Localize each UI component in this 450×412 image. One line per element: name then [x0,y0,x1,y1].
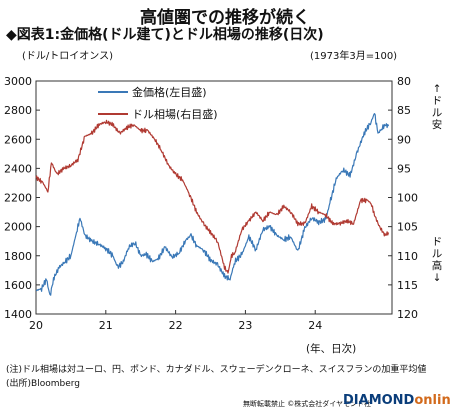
left-axis-tick-label: 1800 [4,250,32,263]
left-axis-tick-label: 1400 [4,308,32,321]
right-axis-tick-label: 80 [397,75,411,88]
dollar-weak-direction-label: ↑ドル安 [431,83,443,131]
right-axis-tick-label: 90 [397,133,411,146]
x-axis-tick-label: 20 [29,319,43,332]
x-axis-unit: (年、日次) [306,343,357,355]
legend-label: ドル相場(右目盛) [132,107,218,121]
right-axis-tick-label: 100 [397,192,418,205]
copyright-text: 無断転載禁止 ©株式会社ダイヤモンド社 [243,400,372,408]
left-axis-tick-label: 2200 [4,192,32,205]
left-axis-tick-label: 2800 [4,104,32,117]
right-axis-tick-label: 85 [397,104,411,117]
x-axis-tick-label: 21 [99,319,113,332]
left-axis-unit: (ドル/トロイオンス) [22,51,113,62]
right-axis-unit: (1973年3月=100) [310,51,398,62]
chart-title: 高値圏での推移が続く [140,8,310,28]
brand-logo-part-2: online [414,393,450,408]
right-axis-tick-label: 120 [397,308,418,321]
brand-logo-part-1: DIAMOND [343,393,415,408]
right-axis-tick-label: 110 [397,250,418,263]
chart-subtitle: ◆図表1:金価格(ドル建て)とドル相場の推移(日次) [6,27,324,43]
dollar-index-line [35,119,390,274]
right-axis-tick-label: 95 [397,162,411,175]
left-axis-tick-label: 2600 [4,133,32,146]
right-axis-tick-label: 105 [397,221,418,234]
chart-note: (注)ドル相場は対ユーロ、円、ポンド、カナダドル、スウェーデンクローネ、スイスフ… [6,365,427,375]
legend-label: 金価格(左目盛) [132,85,207,99]
x-axis-tick-label: 22 [169,319,183,332]
chart-source: (出所)Bloomberg [6,379,80,389]
x-axis-tick-label: 23 [238,319,252,332]
x-axis-tick-label: 24 [308,319,322,332]
dollar-strong-direction-label: ドル高↓ [431,236,443,284]
left-axis-tick-label: 2000 [4,221,32,234]
gold-price-line [35,113,390,296]
left-axis-tick-label: 2400 [4,162,32,175]
brand-logo: DIAMONDonline [343,393,450,408]
left-axis-tick-label: 1600 [4,279,32,292]
left-axis-tick-label: 3000 [4,75,32,88]
right-axis-tick-label: 115 [397,279,418,292]
